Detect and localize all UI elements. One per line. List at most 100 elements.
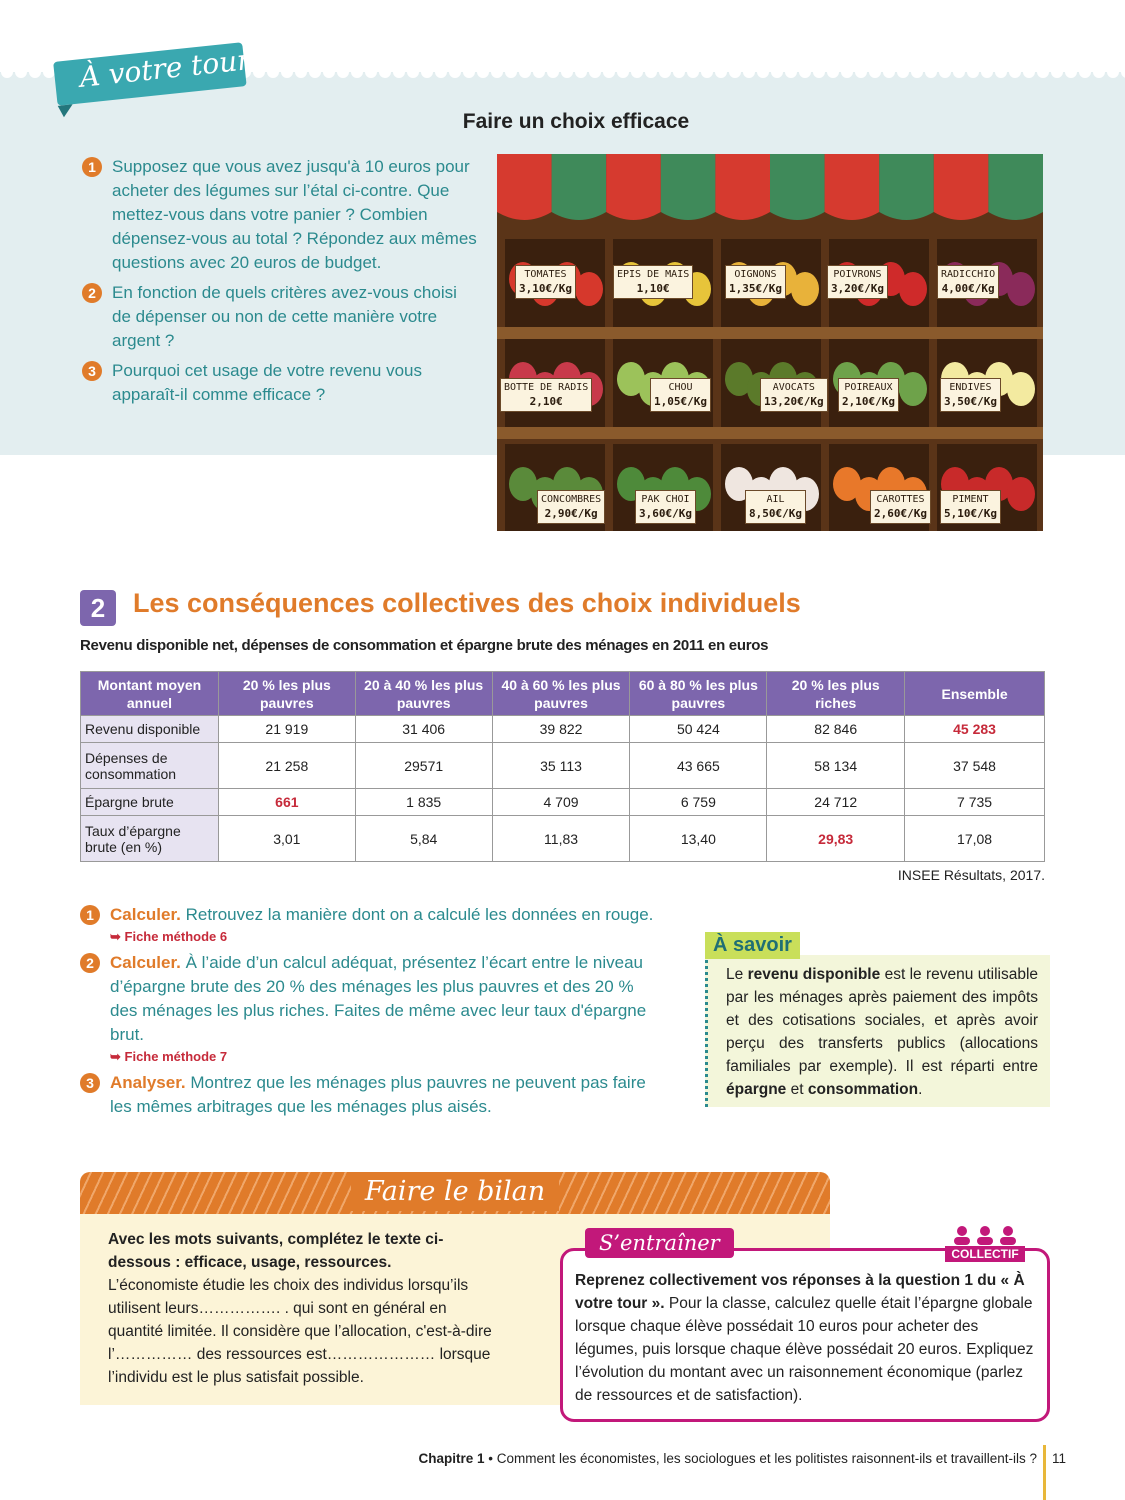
table-row: Épargne brute 661 1 835 4 709 6 759 24 712 7 7… — [80, 788, 1045, 816]
price-label: CAROTTES 2,60€/Kg — [870, 490, 931, 524]
scallop — [701, 66, 713, 78]
price-label: PAK CHOI 3,60€/Kg — [635, 490, 696, 524]
scallop — [365, 66, 377, 78]
scallop — [953, 66, 965, 78]
price-label: POIVRONS 3,20€/Kg — [827, 265, 888, 299]
scallop — [533, 66, 545, 78]
scallop — [771, 66, 783, 78]
question: 1 Supposez que vous avez jusqu'à 10 euros… — [82, 155, 477, 275]
scallop — [309, 66, 321, 78]
scallop — [841, 66, 853, 78]
awning-stripe — [715, 154, 770, 220]
item-price: 5,10€/Kg — [944, 507, 997, 520]
vegetable — [899, 372, 927, 406]
shelf — [929, 327, 1045, 339]
column-header: 20 à 40 % les plus pauvres — [354, 671, 493, 716]
item-price: 1,35€/Kg — [729, 282, 782, 295]
question-number: 2 — [82, 283, 102, 303]
row-header: Revenu disponible — [80, 715, 219, 743]
scallop — [785, 66, 797, 78]
question-verb: Analyser. — [110, 1073, 186, 1092]
table-cell: 7 735 — [904, 788, 1045, 816]
a-savoir-title: À savoir — [705, 932, 800, 959]
item-name: BOTTE DE RADIS — [504, 382, 589, 393]
question-number: 1 — [80, 905, 100, 925]
column-header: Ensemble — [904, 671, 1045, 716]
scallop — [505, 66, 517, 78]
scallop — [589, 66, 601, 78]
scallop — [449, 66, 461, 78]
header-row: Montant moyen annuel 20 % les plus pauvre… — [80, 671, 1045, 716]
scallop — [1079, 66, 1091, 78]
table-row: Dépenses de consommation 21 258 29571 35 11… — [80, 742, 1045, 789]
table-cell: 24 712 — [766, 788, 906, 816]
scallop — [407, 66, 419, 78]
table-cell: 21 919 — [217, 715, 356, 743]
awning-stripe — [660, 154, 716, 220]
scallop — [827, 66, 839, 78]
bilan-instruction: Avec les mots suivants, complétez le tex… — [108, 1231, 444, 1271]
table-cell: 21 258 — [217, 742, 356, 789]
scallop — [617, 66, 629, 78]
price-label: PIMENT 5,10€/Kg — [940, 490, 1001, 524]
table-cell: 17,08 — [904, 815, 1045, 862]
method-link: ➥ Fiche méthode 7 — [110, 1049, 228, 1064]
scallop — [729, 66, 741, 78]
table-cell: 50 424 — [629, 715, 768, 743]
method-text: Fiche méthode 7 — [124, 1049, 228, 1064]
item-price: 3,10€/Kg — [519, 282, 572, 295]
shelf — [821, 427, 937, 439]
table-cell: 29571 — [354, 742, 493, 789]
table-cell: 5,84 — [354, 815, 493, 862]
question-text: À l’aide d’un calcul adéquat, présentez … — [110, 953, 647, 1044]
vegetable-stall: TOMATES 3,10€/Kg EPIS DE MAIS 1,10€ OIGNONS 1… — [497, 154, 1045, 544]
activity-title: Faire un choix efficace — [462, 110, 690, 133]
scallop — [981, 66, 993, 78]
scallop — [253, 66, 265, 78]
scallop — [925, 66, 937, 78]
table-cell: 39 822 — [491, 715, 631, 743]
scallop — [337, 66, 349, 78]
price-label: RADICCHIO 4,00€/Kg — [937, 265, 1000, 299]
item-price: 1,10€ — [636, 282, 670, 295]
scallop — [29, 66, 41, 78]
column-header: 40 à 60 % les plus pauvres — [491, 671, 631, 716]
row-header: Taux d’épargne brute (en %) — [80, 815, 219, 862]
text-segment: . — [918, 1081, 923, 1098]
shelf — [929, 427, 1045, 439]
scallop — [281, 66, 293, 78]
scallop — [673, 66, 685, 78]
item-name: AIL — [766, 494, 785, 505]
awning-stripe — [879, 154, 934, 220]
scallop — [267, 66, 279, 78]
table-cell: 45 283 — [904, 715, 1045, 743]
awning-stripe — [551, 154, 607, 220]
bilan-title: Faire le bilan — [350, 1172, 560, 1211]
question-text: Supposez que vous avez jusqu'à 10 euros … — [112, 157, 477, 272]
price-label: ENDIVES 3,50€/Kg — [940, 378, 1001, 412]
scallop — [743, 66, 755, 78]
footer-chapter: Chapitre 1 — [418, 1451, 485, 1466]
entrainer-title: S’entraîner — [585, 1228, 734, 1258]
bilan-header: Faire le bilan — [80, 1172, 830, 1214]
table-cell: 31 406 — [354, 715, 493, 743]
question: 1 Calculer. Retrouvez la manière dont on … — [80, 903, 655, 947]
method-link: ➥ Fiche méthode 6 — [110, 929, 228, 944]
scallop — [939, 66, 951, 78]
scallop — [491, 66, 503, 78]
scallop — [715, 66, 727, 78]
collectif-tag: COLLECTIF — [945, 1246, 1025, 1262]
footer-bar — [1043, 1445, 1046, 1500]
question: 3 Pourquoi cet usage de votre revenu vous… — [82, 359, 477, 407]
footer: Chapitre 1 • Comment les économistes, le… — [419, 1451, 1038, 1466]
question-text: En fonction de quels critères avez-vous … — [112, 283, 457, 350]
vegetable — [899, 272, 927, 306]
column-header: Montant moyen annuel — [80, 671, 219, 716]
question-text: Retrouvez la manière dont on a calculé l… — [180, 905, 654, 924]
vegetable — [1007, 477, 1035, 511]
question-number: 1 — [82, 157, 102, 177]
item-price: 2,10€ — [529, 395, 563, 408]
scallop — [757, 66, 769, 78]
scallop — [1121, 66, 1125, 78]
